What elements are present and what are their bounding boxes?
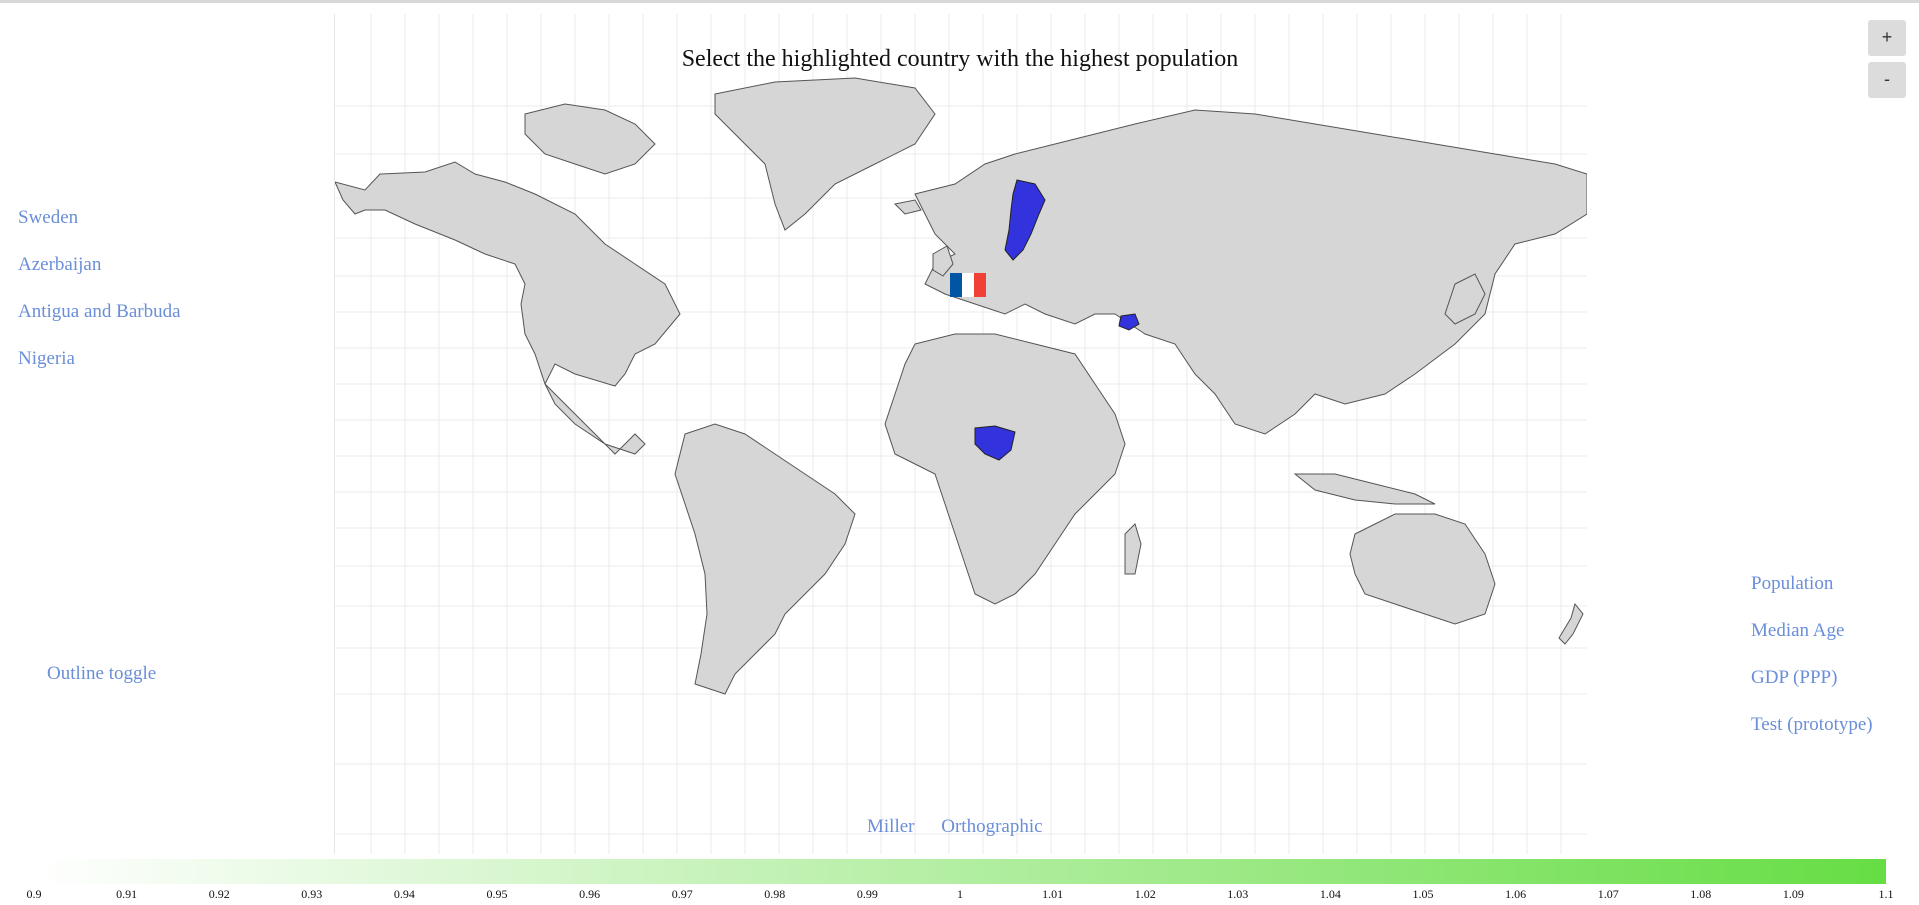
greenland — [714, 77, 936, 231]
zoom-out-button[interactable]: - — [1868, 62, 1906, 98]
country-option-azerbaijan[interactable]: Azerbaijan — [18, 254, 102, 275]
nigeria-shape — [974, 425, 1016, 461]
legend-tick-label: 0.97 — [671, 887, 693, 901]
arctic-islands — [524, 103, 656, 175]
legend-tick-label: 1.01 — [1042, 887, 1064, 901]
madagascar — [1124, 523, 1142, 575]
new-zealand — [1558, 602, 1584, 645]
legend-tick-label: 1.04 — [1319, 887, 1341, 901]
legend-tick-label: 1.05 — [1412, 887, 1434, 901]
metric-population[interactable]: Population — [1751, 573, 1834, 594]
sweden-shape — [1004, 179, 1046, 261]
metric-gdp-ppp[interactable]: GDP (PPP) — [1751, 667, 1838, 688]
flag-stripe-blue — [950, 273, 962, 297]
zoom-in-button[interactable]: + — [1868, 20, 1906, 56]
legend-tick-label: 1.09 — [1782, 887, 1804, 901]
africa — [884, 333, 1126, 605]
legend-tick-label: 1.1 — [1878, 887, 1894, 901]
legend-tick-label: 1.07 — [1597, 887, 1619, 901]
color-legend-bar — [34, 859, 1886, 884]
highlighted-countries[interactable] — [974, 179, 1140, 461]
flag-stripe-red — [974, 273, 986, 297]
projection-orthographic[interactable]: Orthographic — [941, 816, 1043, 837]
country-option-antigua-and-barbuda[interactable]: Antigua and Barbuda — [18, 301, 181, 322]
legend-tick-label: 1.02 — [1134, 887, 1156, 901]
legend-tick-label: 0.94 — [393, 887, 415, 901]
uk — [932, 245, 954, 277]
flag-stripe-white — [962, 273, 974, 297]
world-map[interactable] — [334, 14, 1587, 854]
country-option-sweden[interactable]: Sweden — [18, 207, 79, 228]
legend-tick-label: 1 — [957, 887, 963, 901]
metric-list: Population Median Age GDP (PPP) Test (pr… — [1751, 571, 1873, 759]
legend-tick-label: 0.92 — [208, 887, 230, 901]
land-masses[interactable] — [335, 77, 1587, 695]
legend-tick-label: 1.08 — [1690, 887, 1712, 901]
question-title: Select the highlighted country with the … — [681, 46, 1239, 72]
legend-tick-label: 1.03 — [1227, 887, 1249, 901]
legend-tick-label: 0.91 — [116, 887, 138, 901]
eurasia — [914, 109, 1587, 435]
north-america — [335, 161, 681, 455]
legend-tick-label: 0.98 — [764, 887, 786, 901]
legend-tick-label: 0.93 — [301, 887, 323, 901]
legend-tick-labels: 0.9 0.91 0.92 0.93 0.94 0.95 0.96 0.97 0.98 0.99 1… — [0, 884, 1919, 904]
outline-toggle-link[interactable]: Outline toggle — [47, 663, 157, 684]
legend-tick-label: 1.06 — [1505, 887, 1527, 901]
south-america — [674, 423, 856, 695]
indonesia — [1293, 473, 1436, 505]
country-answer-list: Sweden Azerbaijan Antigua and Barbuda Ni… — [18, 205, 181, 393]
metric-test-prototype[interactable]: Test (prototype) — [1751, 714, 1873, 735]
iceland — [893, 199, 922, 215]
projection-miller[interactable]: Miller — [867, 816, 915, 837]
map-canvas[interactable] — [335, 14, 1587, 854]
top-rule — [0, 0, 1919, 3]
japan — [1444, 273, 1486, 325]
legend-tick-label: 0.95 — [486, 887, 508, 901]
metric-median-age[interactable]: Median Age — [1751, 620, 1845, 641]
legend-tick-label: 0.99 — [856, 887, 878, 901]
country-option-nigeria[interactable]: Nigeria — [18, 348, 75, 369]
legend-tick-label: 0.9 — [26, 887, 42, 901]
projection-selector: Miller Orthographic — [867, 816, 1065, 838]
france-flag-icon — [950, 273, 986, 297]
legend-tick-label: 0.96 — [579, 887, 601, 901]
azerbaijan-shape — [1118, 313, 1140, 331]
australia — [1349, 513, 1496, 625]
